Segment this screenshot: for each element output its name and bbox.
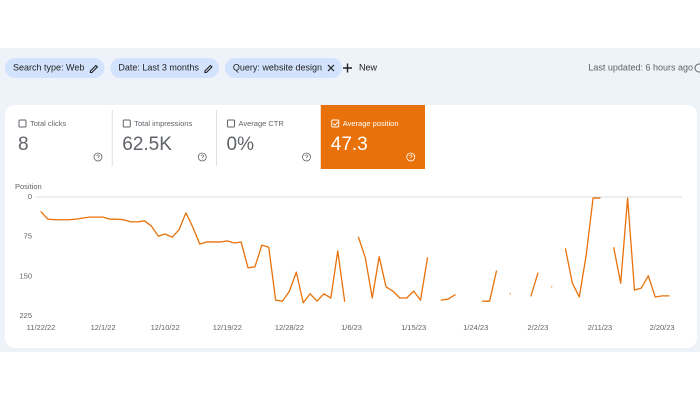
checkbox[interactable] [122,119,131,128]
metric-value: 47.3 [331,134,368,155]
metric-tile[interactable]: Total impressions 62.5K [111,110,207,166]
help-icon[interactable] [302,152,311,162]
y-tick-label: 0 [28,192,32,201]
x-tick-label: 2/2/23 [527,323,548,332]
chip-background [224,58,342,78]
metric-label: Average CTR [239,119,285,128]
tile-selected-background [320,105,425,169]
chip-label: Query: website design [233,62,322,72]
metric-value: 0% [227,134,255,155]
filter-chip[interactable]: Date: Last 3 months [110,58,219,78]
x-tick-label: 1/6/23 [341,323,362,332]
y-tick-label: 75 [24,232,32,241]
y-tick-label: 225 [19,311,32,320]
metric-tile[interactable]: Average CTR 0% [216,110,311,166]
chip-background [110,58,219,78]
help-mark [409,154,413,160]
x-tick-label: 1/15/23 [401,323,426,332]
last-updated: Last updated: 6 hours ago [588,62,693,72]
plus-icon [343,63,352,73]
help-icon[interactable] [406,152,416,162]
chip-label: Search type: Web [13,62,84,72]
performance-card [5,105,697,348]
metric-label: Total impressions [134,119,192,128]
position-line [40,197,670,304]
edit-icon[interactable] [204,64,213,74]
help-icon[interactable] [93,152,103,162]
x-tick-label: 12/1/22 [91,323,116,332]
metric-value: 62.5K [122,134,172,155]
edit-icon[interactable] [89,64,99,74]
help-mark [304,154,309,160]
metric-label: Average position [343,119,399,128]
x-tick-label: 12/19/22 [213,323,242,332]
x-tick-label: 2/11/23 [588,323,612,332]
x-tick-label: 12/10/22 [151,323,180,332]
checkbox[interactable] [331,119,340,128]
x-tick-label: 2/20/23 [650,323,675,332]
chip-background [5,58,105,78]
x-tick-label: 1/24/23 [463,323,488,332]
metric-tile[interactable]: Average position 47.3 [320,105,425,169]
filter-chip[interactable]: Query: website design [224,58,342,78]
checkmark [332,121,339,126]
new-label[interactable]: New [359,62,378,72]
new-button[interactable]: New [343,62,378,73]
x-tick-label: 12/28/22 [275,323,304,332]
remove-icon[interactable] [327,64,335,72]
y-axis-title: Position [15,182,42,191]
checkbox[interactable] [227,119,235,128]
x-tick-label: 11/22/22 [27,323,56,332]
y-tick-label: 150 [19,271,32,280]
help-mark [200,154,205,160]
metric-label: Total clicks [30,119,67,128]
help-mark [96,154,100,160]
filter-chip[interactable]: Search type: Web [5,58,105,78]
chip-label: Date: Last 3 months [118,62,199,72]
refresh-icon[interactable] [694,63,700,73]
checkbox[interactable] [18,119,27,128]
help-icon[interactable] [197,152,207,162]
metric-value: 8 [18,134,29,155]
